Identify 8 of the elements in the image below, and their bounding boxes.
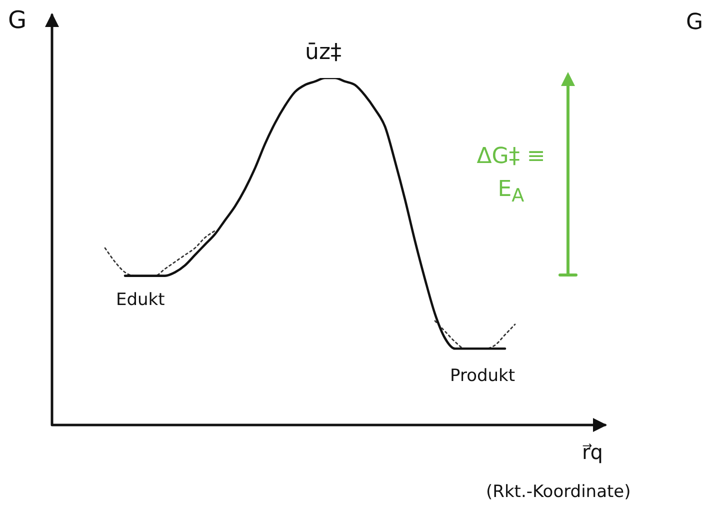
text: G — [686, 10, 704, 35]
y-axis-title: G — [8, 6, 27, 34]
annotation: Edukt — [116, 290, 165, 310]
x-axis-title: r⃗q — [582, 440, 603, 464]
text: (Rkt.-Koordinate) — [486, 482, 631, 502]
annotation: ΔG‡ ≡ E$_{A}$ — [476, 143, 546, 208]
text: ūz‡ — [305, 40, 342, 65]
annotation: Produkt — [450, 366, 516, 386]
